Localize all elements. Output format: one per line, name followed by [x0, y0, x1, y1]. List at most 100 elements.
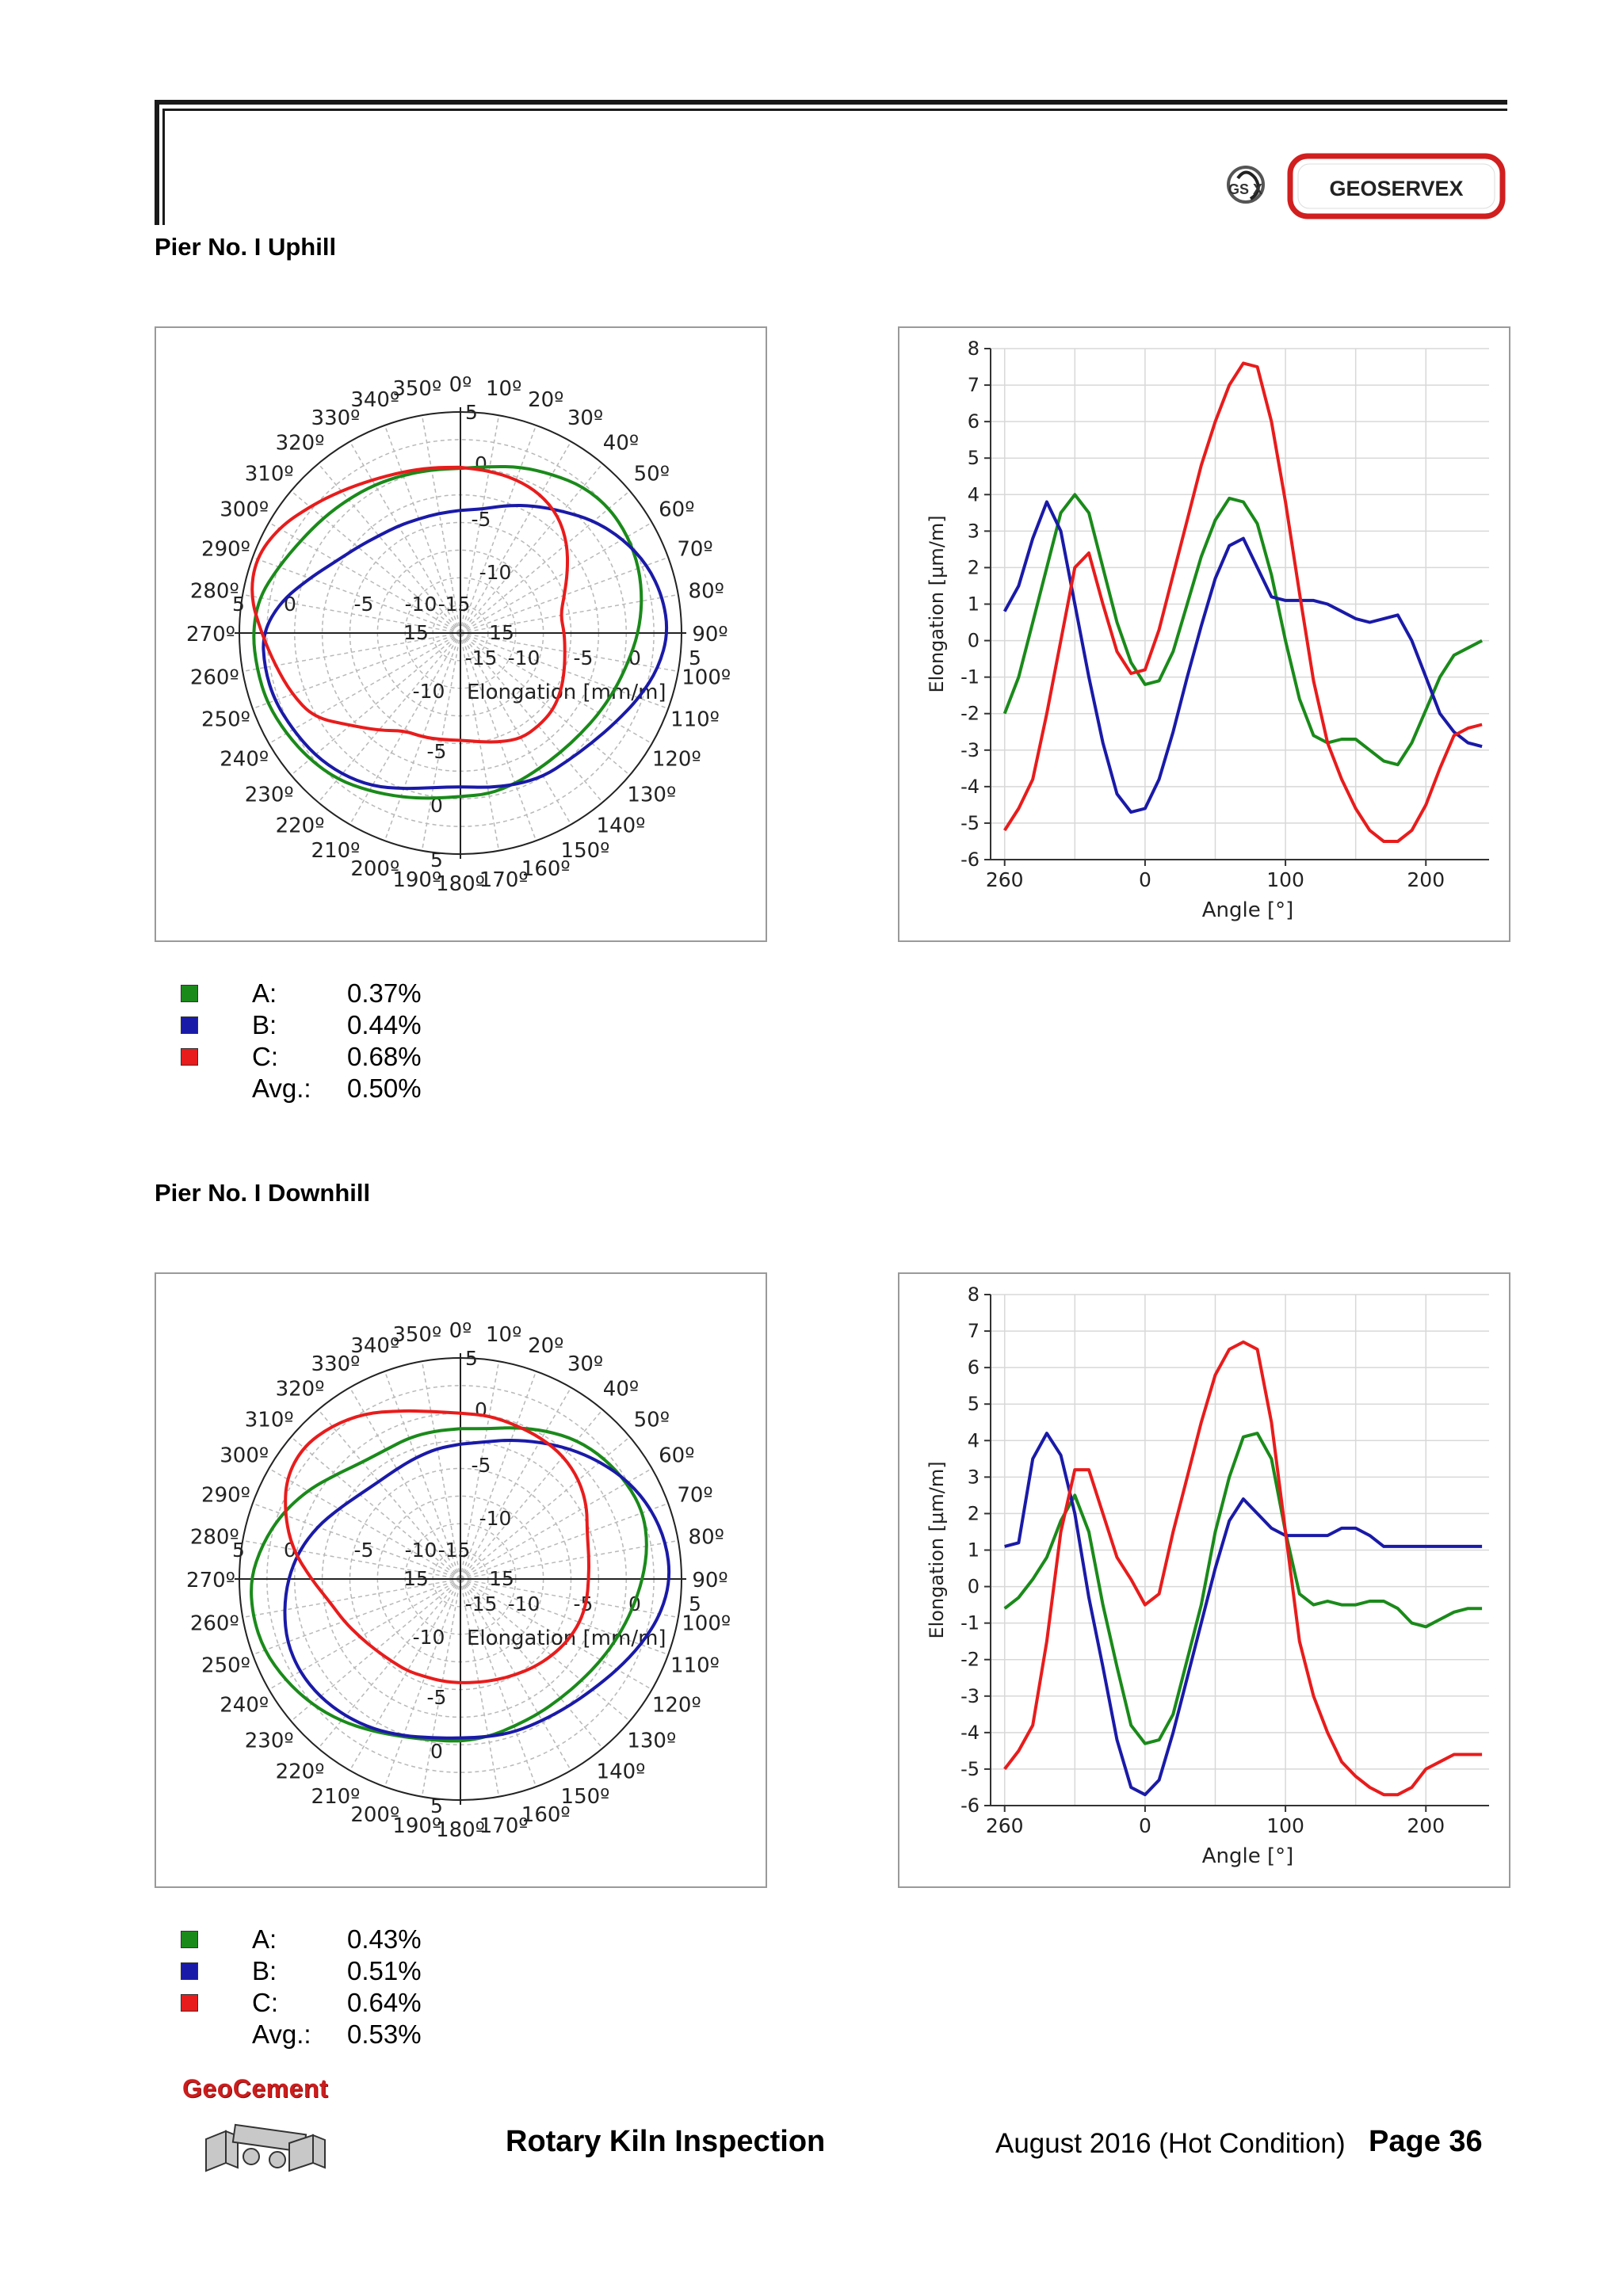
legend-value: 0.64%: [347, 1988, 422, 2017]
polar-radial-tick-label: 5: [430, 849, 443, 871]
line-x-tick-label: 0: [1139, 868, 1151, 891]
polar-angle-tick-label: 150º: [561, 839, 610, 863]
line-y-tick-label: 8: [968, 1283, 980, 1306]
polar-angle-tick-label: 50º: [634, 1409, 670, 1432]
line-y-tick-label: -3: [960, 1685, 980, 1707]
line-y-tick-label: 5: [968, 447, 980, 469]
polar-angle-tick-label: 270º: [186, 1569, 235, 1592]
geoservex-logo: GS X GEOSERVEX: [1227, 153, 1506, 219]
polar-grid-spoke: [349, 1578, 461, 1771]
legend-swatch-blue: [181, 1016, 198, 1034]
polar-radial-tick-label: 5: [232, 1539, 245, 1562]
polar-series-C: [250, 465, 570, 744]
polar-angle-tick-label: 220º: [276, 814, 325, 837]
polar-grid-spoke: [349, 441, 461, 634]
polar-angle-tick-label: 290º: [201, 1483, 250, 1507]
polar-angle-tick-label: 90º: [692, 1569, 727, 1592]
polar-chart-downhill: 0º 10º 20º 30º 40º 50º 60º 70º 80º 90º 100º 110º 120…: [155, 1272, 767, 1888]
line-x-tick-label: 200: [1407, 868, 1445, 891]
polar-angle-tick-label: 100º: [682, 1612, 731, 1636]
line-y-tick-label: 3: [968, 1466, 980, 1488]
polar-radial-tick-label: -5: [472, 1454, 491, 1477]
header-corner: [155, 100, 159, 225]
polar-angle-tick-label: 30º: [567, 406, 603, 430]
header-rule-inner: [162, 109, 1507, 111]
polar-angle-tick-label: 80º: [689, 1525, 724, 1549]
line-y-axis-label: Elongation [µm/m]: [926, 515, 948, 692]
polar-angle-tick-label: 140º: [597, 1760, 646, 1783]
polar-series-A: [250, 1426, 648, 1743]
polar-angle-tick-label: 160º: [521, 857, 571, 881]
polar-grid-spoke: [318, 1578, 461, 1749]
polar-angle-tick-label: 70º: [677, 537, 712, 561]
legend-value: 0.51%: [347, 1956, 422, 1985]
polar-grid-spoke: [252, 1502, 461, 1580]
legend-value: 0.53%: [347, 2019, 422, 2049]
polar-grid-spoke: [460, 1467, 652, 1580]
line-chart-downhill: 8 7 6 5 4 3 2 1 0 -1 -2 -3 -4 -5 -6 260 0 100 200 Angle [°]…: [898, 1272, 1510, 1888]
legend-label: A:: [252, 1924, 277, 1954]
polar-angle-tick-label: 150º: [561, 1785, 610, 1809]
polar-grid-spoke: [269, 1467, 461, 1580]
polar-grid-spoke: [384, 1371, 461, 1580]
legend-swatch-green: [181, 1931, 198, 1948]
line-y-tick-label: 4: [968, 1429, 980, 1451]
polar-grid-spoke: [460, 1578, 537, 1787]
polar-grid-spoke: [460, 1409, 603, 1580]
line-y-tick-label: 1: [968, 1539, 980, 1562]
polar-angle-tick-label: 300º: [220, 498, 269, 522]
polar-angle-tick-label: 200º: [350, 1803, 399, 1827]
polar-grid-spoke: [460, 632, 572, 825]
polar-grid-spoke: [318, 1409, 461, 1580]
line-series-C: [1003, 1340, 1483, 1797]
polar-radial-tick-label: 5: [689, 1592, 701, 1615]
polar-grid-spoke: [460, 1436, 631, 1580]
legend-swatch-red: [181, 1048, 198, 1066]
polar-angle-tick-label: 110º: [670, 708, 720, 732]
polar-angle-tick-label: 310º: [245, 463, 294, 486]
polar-grid-spoke: [460, 490, 631, 634]
polar-grid-spoke: [252, 632, 461, 710]
legend-value: 0.44%: [347, 1010, 422, 1039]
polar-angle-tick-label: 260º: [190, 666, 239, 690]
polar-radial-tick-label: -5: [427, 740, 447, 763]
polar-angle-tick-label: 260º: [190, 1612, 239, 1636]
line-y-tick-label: -2: [960, 703, 980, 725]
line-y-tick-label: -1: [960, 666, 980, 688]
polar-grid-spoke: [242, 1578, 461, 1619]
polar-grid-spoke: [242, 1539, 461, 1580]
polar-angle-tick-label: 340º: [350, 388, 399, 412]
line-y-tick-label: 2: [968, 1502, 980, 1524]
polar-grid-spoke: [460, 1578, 603, 1749]
polar-angle-tick-label: 20º: [528, 388, 563, 412]
polar-angle-tick-label: 230º: [245, 783, 294, 807]
polar-grid-spoke: [460, 632, 678, 673]
polar-angle-tick-label: 170º: [479, 868, 529, 892]
polar-angle-tick-label: 70º: [677, 1483, 712, 1507]
polar-angle-tick-label: 10º: [486, 1323, 521, 1347]
polar-radial-tick-label: -5: [354, 1539, 374, 1562]
line-y-tick-label: -4: [960, 1722, 980, 1744]
geocement-logo-text: GeoCement: [182, 2074, 329, 2103]
polar-grid-spoke: [460, 1361, 500, 1580]
line-x-tick-label: 100: [1266, 868, 1304, 891]
polar-radial-tick-label: -10: [413, 1626, 445, 1649]
polar-angle-tick-label: 60º: [659, 498, 694, 522]
polar-grid-spoke: [460, 1387, 572, 1580]
polar-grid-spoke: [421, 1578, 461, 1797]
polar-angle-tick-label: 220º: [276, 1760, 325, 1783]
polar-grid-spoke: [460, 1371, 537, 1580]
polar-angle-tick-label: 200º: [350, 857, 399, 881]
polar-angle-tick-label: 320º: [276, 432, 325, 456]
polar-angle-tick-label: 180º: [436, 872, 485, 896]
line-x-axis-label: Angle [°]: [1202, 1844, 1294, 1868]
legend-value: 0.43%: [347, 1924, 422, 1954]
polar-radial-tick-label: -5: [574, 646, 594, 669]
line-y-tick-label: -5: [960, 812, 980, 834]
line-chart-svg: 8 7 6 5 4 3 2 1 0 -1 -2 -3 -4 -5 -6 260 0 100 200 Angle [°]…: [926, 1283, 1489, 1868]
logo-mark-text: GS X: [1228, 181, 1262, 197]
polar-grid-spoke: [349, 1387, 461, 1580]
legend-swatch-green: [181, 985, 198, 1002]
polar-radial-tick-label: -5: [354, 593, 374, 616]
